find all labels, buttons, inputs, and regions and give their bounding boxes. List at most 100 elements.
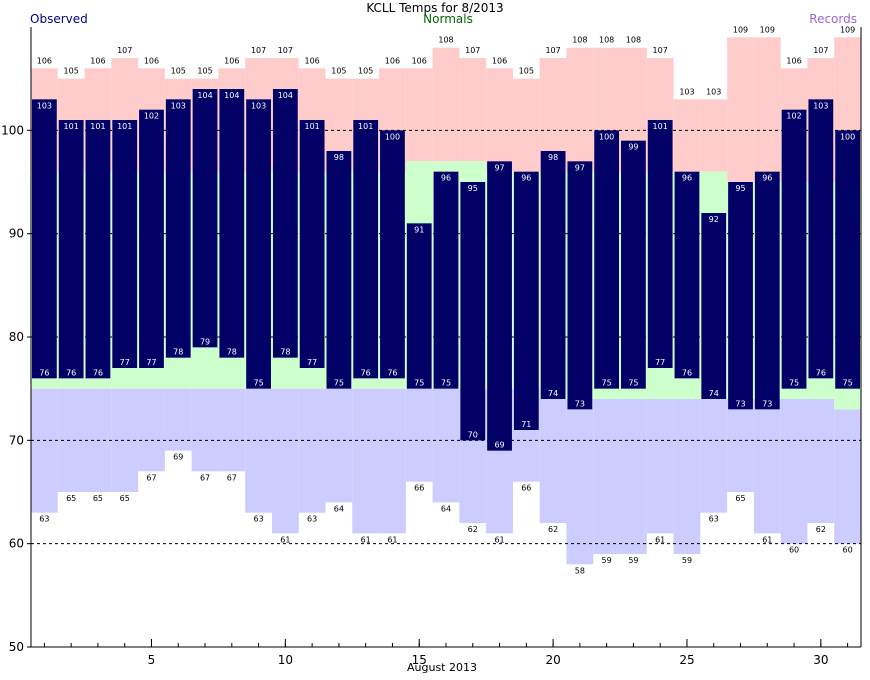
record-high-label: 107	[545, 46, 560, 55]
record-high-band	[405, 68, 433, 162]
observed-high-label: 100	[599, 132, 614, 141]
observed-high-label: 100	[840, 132, 855, 141]
record-low-label: 58	[575, 566, 585, 575]
observed-bar	[165, 99, 191, 358]
observed-low-label: 77	[655, 358, 665, 367]
observed-high-label: 97	[494, 163, 504, 172]
record-low-band	[218, 388, 246, 472]
observed-low-label: 75	[334, 379, 344, 388]
observed-high-label: 95	[468, 184, 478, 193]
observed-high-label: 96	[521, 174, 531, 183]
y-tick-label: 100	[1, 123, 24, 137]
observed-bar	[299, 120, 325, 368]
record-low-band	[191, 388, 219, 472]
record-high-band	[673, 99, 701, 172]
record-low-label: 65	[735, 494, 745, 503]
observed-high-label: 101	[653, 122, 668, 131]
observed-bar	[701, 213, 727, 399]
observed-bar	[728, 182, 753, 410]
observed-bar	[754, 171, 780, 410]
record-low-band	[271, 388, 299, 534]
observed-bar	[380, 130, 405, 379]
record-high-label: 106	[224, 56, 239, 65]
record-low-band	[405, 388, 433, 482]
observed-low-label: 75	[441, 379, 451, 388]
observed-high-label: 91	[414, 225, 424, 234]
record-low-band	[164, 388, 192, 451]
record-low-label: 69	[173, 453, 183, 462]
record-low-band	[379, 388, 406, 534]
record-low-band	[432, 388, 460, 503]
observed-bar	[781, 109, 807, 389]
record-high-label: 109	[760, 25, 775, 34]
observed-bar	[674, 171, 700, 379]
record-low-band	[807, 399, 835, 523]
observed-high-label: 96	[441, 174, 451, 183]
observed-bar	[353, 120, 379, 379]
record-high-band	[459, 58, 487, 162]
record-low-band	[138, 388, 165, 472]
observed-low-label: 77	[146, 358, 156, 367]
record-low-label: 61	[762, 535, 772, 544]
observed-high-label: 95	[735, 184, 745, 193]
observed-bar	[32, 99, 57, 379]
observed-bar	[460, 182, 486, 441]
record-low-band	[31, 388, 58, 513]
y-tick-label: 70	[9, 433, 24, 447]
labels-layer: 103 76 106 63 101 76 105 65 101 76 106 65 101 77 107 65…	[37, 25, 856, 575]
observed-high-label: 102	[786, 112, 801, 121]
observed-high-label: 101	[117, 122, 132, 131]
observed-low-label: 75	[602, 379, 612, 388]
observed-high-label: 99	[628, 143, 638, 152]
observed-low-label: 71	[521, 420, 531, 429]
record-high-band	[512, 78, 540, 172]
record-high-label: 105	[64, 67, 79, 76]
record-low-label: 64	[441, 504, 451, 513]
record-low-band	[780, 399, 808, 544]
record-high-band	[727, 37, 754, 183]
record-low-band	[298, 388, 326, 513]
y-tick-label: 60	[9, 537, 24, 551]
record-high-label: 106	[786, 56, 801, 65]
x-tick-label: 15	[412, 653, 427, 667]
observed-high-label: 100	[385, 132, 400, 141]
observed-low-label: 74	[709, 389, 719, 398]
observed-low-label: 73	[762, 399, 772, 408]
record-low-label: 63	[253, 515, 263, 524]
observed-low-label: 76	[93, 368, 103, 377]
observed-bar	[621, 140, 646, 389]
observed-low-label: 77	[120, 358, 130, 367]
record-high-label: 105	[171, 67, 186, 76]
x-tick-label: 5	[148, 653, 156, 667]
observed-bar	[139, 109, 164, 369]
record-high-label: 103	[679, 87, 694, 96]
record-high-label: 105	[331, 67, 346, 76]
x-tick-label: 25	[679, 653, 694, 667]
record-low-label: 63	[709, 515, 719, 524]
record-low-label: 66	[521, 484, 531, 493]
record-low-band	[727, 399, 754, 492]
observed-high-label: 98	[334, 153, 344, 162]
observed-high-label: 101	[304, 122, 319, 131]
record-high-label: 107	[813, 46, 828, 55]
record-high-band	[432, 47, 460, 162]
observed-high-label: 103	[813, 101, 828, 110]
x-tick-label: 20	[545, 653, 560, 667]
x-tick-label: 10	[278, 653, 293, 667]
observed-bar	[433, 171, 459, 389]
observed-low-label: 76	[39, 368, 49, 377]
record-high-label: 107	[251, 46, 266, 55]
record-low-label: 60	[843, 546, 853, 555]
y-tick-label: 80	[9, 330, 24, 344]
observed-low-label: 75	[789, 379, 799, 388]
record-low-label: 67	[146, 473, 156, 482]
record-high-band	[486, 68, 513, 172]
record-high-label: 107	[465, 46, 480, 55]
record-high-label: 105	[519, 67, 534, 76]
observed-bar	[112, 120, 138, 368]
record-high-label: 105	[358, 67, 373, 76]
observed-high-label: 96	[762, 174, 772, 183]
legend-records: Records	[809, 12, 857, 26]
